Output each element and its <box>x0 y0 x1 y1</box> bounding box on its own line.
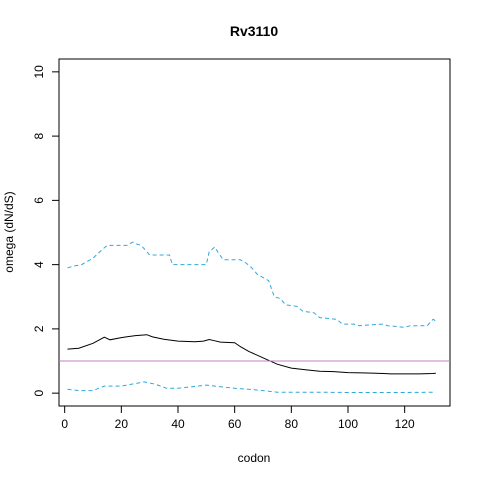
x-tick-label: 100 <box>338 417 358 431</box>
x-axis: 0 20 40 60 80 100 120 <box>61 405 415 431</box>
y-tick-label: 0 <box>32 389 46 396</box>
x-tick-label: 120 <box>395 417 415 431</box>
chart-title: Rv3110 <box>230 23 278 39</box>
upper-bound-line <box>67 241 437 328</box>
y-tick-label: 6 <box>32 197 46 204</box>
plot-lines <box>59 241 450 393</box>
y-tick-label: 2 <box>32 325 46 332</box>
y-tick-label: 10 <box>32 65 46 79</box>
y-tick-label: 8 <box>32 132 46 139</box>
x-tick-label: 20 <box>115 417 129 431</box>
lower-bound-line <box>67 381 436 393</box>
y-tick-label: 4 <box>32 261 46 268</box>
x-axis-label: codon <box>238 451 271 465</box>
x-tick-label: 60 <box>228 417 242 431</box>
x-tick-label: 0 <box>61 417 68 431</box>
x-tick-label: 80 <box>285 417 299 431</box>
y-axis: 0 2 4 6 8 10 <box>32 65 60 396</box>
omega-estimate-line <box>67 334 436 375</box>
x-tick-label: 40 <box>171 417 185 431</box>
y-axis-label: omega (dN/dS) <box>2 191 16 272</box>
